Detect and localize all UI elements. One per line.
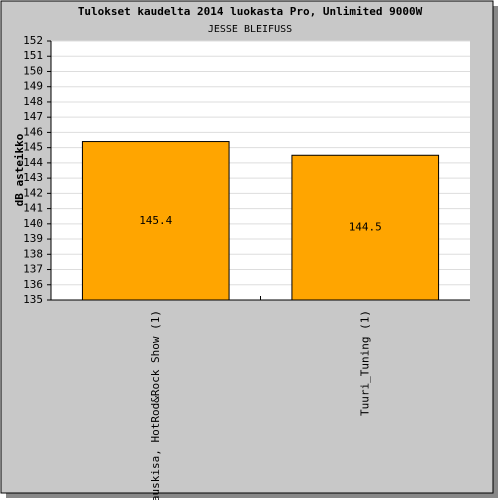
y-tick-label: 141 bbox=[23, 202, 43, 215]
y-tick-label: 142 bbox=[23, 186, 43, 199]
y-tick-label: 144 bbox=[23, 156, 43, 169]
y-tick-label: 136 bbox=[23, 278, 43, 291]
y-tick-label: 143 bbox=[23, 171, 43, 184]
y-tick-label: 145 bbox=[23, 141, 43, 154]
y-tick-label: 137 bbox=[23, 263, 43, 276]
y-tick-label: 152 bbox=[23, 34, 43, 47]
y-tick-label: 140 bbox=[23, 217, 43, 230]
y-tick-label: 150 bbox=[23, 64, 43, 77]
y-tick-label: 148 bbox=[23, 95, 43, 108]
x-tick-label: Tuuri_Tuning (1) bbox=[358, 310, 371, 416]
bar bbox=[81, 141, 230, 301]
chart-title: Tulokset kaudelta 2014 luokasta Pro, Unl… bbox=[78, 5, 423, 18]
y-tick-label: 138 bbox=[23, 247, 43, 260]
y-tick-label: 135 bbox=[23, 293, 43, 306]
y-tick-label: 146 bbox=[23, 125, 43, 138]
y-axis-label: dB asteikko bbox=[13, 133, 26, 206]
value-label: 144.5 bbox=[349, 221, 382, 234]
y-tick-label: 149 bbox=[23, 80, 43, 93]
bar bbox=[291, 154, 440, 301]
x-tick-label: avauskisa, HotRod&Rock Show (1) bbox=[149, 310, 162, 500]
value-label: 145.4 bbox=[139, 214, 172, 227]
chart-subtitle: JESSE BLEIFUSS bbox=[208, 24, 292, 35]
y-tick-label: 139 bbox=[23, 232, 43, 245]
y-tick-label: 147 bbox=[23, 110, 43, 123]
y-tick-label: 151 bbox=[23, 49, 43, 62]
